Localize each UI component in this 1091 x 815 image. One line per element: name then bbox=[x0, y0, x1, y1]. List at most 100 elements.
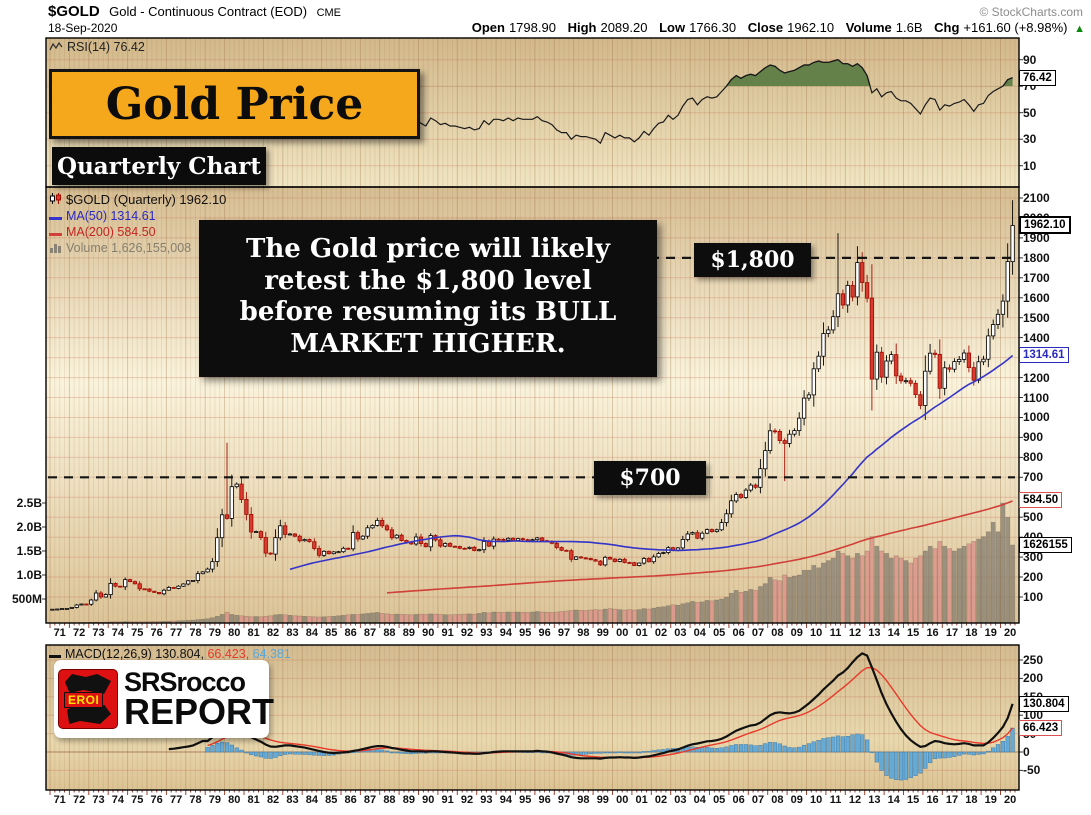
year-label: 80 bbox=[228, 794, 241, 806]
price-tick-label: 1700 bbox=[1023, 270, 1050, 285]
year-label: 92 bbox=[460, 627, 474, 639]
year-label: 04 bbox=[693, 794, 706, 806]
price-tick-label: 1400 bbox=[1023, 330, 1050, 345]
year-label: 19 bbox=[984, 794, 997, 806]
year-label: 13 bbox=[868, 794, 881, 806]
volume-bars-icon bbox=[49, 241, 62, 257]
year-label: 84 bbox=[305, 627, 318, 639]
year-label: 07 bbox=[751, 794, 765, 806]
year-label: 12 bbox=[848, 794, 862, 806]
logo-line2: REPORT bbox=[124, 690, 275, 732]
macd-signal-box: 66.423 bbox=[1019, 720, 1063, 736]
year-label: 83 bbox=[286, 794, 299, 806]
year-label: 76 bbox=[150, 794, 163, 806]
price-tick-label: 1500 bbox=[1023, 310, 1050, 325]
year-label: 85 bbox=[325, 627, 338, 639]
year-label: 17 bbox=[945, 627, 959, 639]
year-label: 71 bbox=[53, 794, 66, 806]
year-label: 08 bbox=[771, 627, 784, 639]
year-label: 03 bbox=[674, 794, 687, 806]
year-label: 97 bbox=[557, 794, 571, 806]
year-label: 93 bbox=[480, 794, 493, 806]
year-label: 16 bbox=[926, 627, 939, 639]
year-label: 17 bbox=[945, 794, 959, 806]
year-label: 02 bbox=[654, 627, 668, 639]
map-shape bbox=[67, 704, 111, 724]
macd-value-box: 130.804 bbox=[1019, 696, 1069, 712]
year-label: 13 bbox=[868, 627, 881, 639]
year-label: 11 bbox=[829, 627, 842, 639]
year-label: 77 bbox=[169, 627, 183, 639]
rsi-squiggle-icon bbox=[49, 41, 63, 55]
stockcharts-watermark: © StockCharts.com bbox=[979, 5, 1083, 19]
rsi-tick-label: 10 bbox=[1023, 158, 1037, 173]
year-label: 83 bbox=[286, 627, 299, 639]
year-label: 85 bbox=[325, 794, 338, 806]
callout-line: before resuming its BULL bbox=[239, 297, 617, 328]
ohlc-quote-line: Open 1798.90 High 2089.20 Low 1766.30 Close… bbox=[464, 20, 1085, 35]
year-label: 89 bbox=[402, 627, 415, 639]
price-tick-label: 2100 bbox=[1023, 191, 1050, 205]
year-label: 93 bbox=[480, 627, 493, 639]
year-label: 10 bbox=[810, 627, 823, 639]
chart-header: $GOLD Gold - Continuous Contract (EOD) C… bbox=[48, 3, 341, 21]
year-label: 79 bbox=[208, 627, 221, 639]
instrument-name: Gold - Continuous Contract (EOD) bbox=[109, 4, 308, 19]
ma200-legend-text: MA(200) 584.50 bbox=[66, 225, 156, 239]
rsi-tick-label: 50 bbox=[1023, 105, 1037, 120]
gold-price-title: Gold Price bbox=[49, 69, 420, 139]
subtitle-text: Quarterly Chart bbox=[57, 152, 261, 180]
chg-label: Chg bbox=[934, 20, 960, 35]
symbol-legend-text: $GOLD (Quarterly) 1962.10 bbox=[66, 192, 227, 207]
price-tick-label: 1100 bbox=[1023, 390, 1050, 405]
year-label: 91 bbox=[441, 627, 454, 639]
year-label: 95 bbox=[519, 794, 532, 806]
year-label: 92 bbox=[460, 794, 474, 806]
up-triangle-icon: ▲ bbox=[1074, 23, 1085, 35]
year-label: 18 bbox=[965, 794, 978, 806]
price-tick-label: 900 bbox=[1023, 430, 1044, 445]
year-label: 00 bbox=[616, 794, 629, 806]
year-label: 84 bbox=[305, 794, 318, 806]
price-panel-legend: $GOLD (Quarterly) 1962.10 MA(50) 1314.61… bbox=[49, 192, 226, 256]
year-label: 87 bbox=[363, 794, 377, 806]
year-label: 73 bbox=[92, 794, 105, 806]
volume-tick-label: 2.5B bbox=[16, 496, 42, 510]
price-tick-label: 100 bbox=[1023, 590, 1044, 604]
low-label: Low bbox=[659, 20, 686, 35]
price-tick-label: 700 bbox=[1023, 470, 1044, 485]
year-label: 90 bbox=[422, 627, 435, 639]
volume-tick-label: 500M bbox=[11, 592, 42, 606]
year-label: 05 bbox=[713, 627, 726, 639]
quarterly-chart-label: Quarterly Chart bbox=[52, 147, 266, 185]
logo-text: SRSrocco REPORT bbox=[124, 669, 275, 732]
price-tick-label: 1800 bbox=[1023, 250, 1050, 265]
year-label: 77 bbox=[169, 794, 183, 806]
year-label: 72 bbox=[72, 794, 86, 806]
ma200-value-box: 584.50 bbox=[1019, 492, 1063, 508]
year-label: 81 bbox=[247, 627, 260, 639]
year-label: 20 bbox=[1004, 794, 1017, 806]
title-text: Gold Price bbox=[105, 78, 364, 130]
volume-legend-text: Volume 1,626,155,008 bbox=[66, 241, 192, 255]
year-label: 07 bbox=[751, 627, 765, 639]
price-tick-label: 500 bbox=[1023, 510, 1044, 525]
year-label: 75 bbox=[131, 794, 144, 806]
year-label: 96 bbox=[538, 794, 551, 806]
macd-tick-label: 0 bbox=[1023, 745, 1030, 759]
ticker-symbol: $GOLD bbox=[48, 3, 100, 20]
year-label: 06 bbox=[732, 794, 745, 806]
year-label: 74 bbox=[111, 627, 124, 639]
year-label: 01 bbox=[635, 794, 648, 806]
year-label: 80 bbox=[228, 627, 241, 639]
callout-line: The Gold price will likely bbox=[245, 234, 611, 264]
year-label: 95 bbox=[519, 627, 532, 639]
year-label: 99 bbox=[596, 794, 609, 806]
callout-annotation: The Gold price will likely retest the $1… bbox=[199, 220, 657, 377]
rsi-value-box: 76.42 bbox=[1019, 70, 1056, 86]
year-label: 76 bbox=[150, 627, 163, 639]
high-value: 2089.20 bbox=[600, 20, 648, 35]
year-label: 98 bbox=[577, 794, 590, 806]
year-label: 18 bbox=[965, 627, 978, 639]
